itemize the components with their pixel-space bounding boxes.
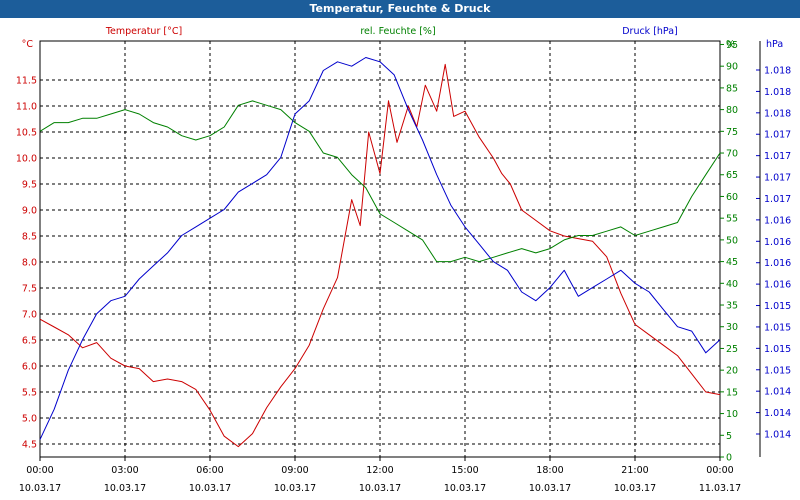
x-tick-date: 10.03.17 <box>444 483 486 494</box>
x-tick-date: 10.03.17 <box>614 483 656 494</box>
pressure-tick-label: 1.015 <box>764 301 791 312</box>
humidity-tick-label: 20 <box>726 366 738 377</box>
x-tick-date: 10.03.17 <box>19 483 61 494</box>
pressure-axis-unit: hPa <box>766 39 783 50</box>
humidity-tick-label: 55 <box>726 214 738 225</box>
series-lines <box>39 57 721 448</box>
left-tick-label: 11.0 <box>16 102 37 113</box>
x-axis-ticks: 00:00 10.03.17 03:00 10.03.17 06:00 10.03.17 0… <box>19 457 741 494</box>
pressure-tick-label: 1.018 <box>764 108 791 119</box>
left-tick-label: 5.5 <box>22 388 37 399</box>
legend-temperature: Temperatur [°C] <box>105 26 182 37</box>
humidity-tick-label: 35 <box>726 301 738 312</box>
legend-humidity: rel. Feuchte [%] <box>360 26 435 37</box>
x-tick-date: 11.03.17 <box>699 483 741 494</box>
humidity-tick-label: 70 <box>726 149 738 160</box>
humidity-tick-label: 80 <box>726 105 738 116</box>
humidity-tick-label: 25 <box>726 344 738 355</box>
left-tick-label: 8.0 <box>22 258 37 269</box>
left-tick-label: 6.0 <box>22 362 37 373</box>
x-tick-time: 15:00 <box>451 465 478 476</box>
chart-area: 4.5 5.0 5.5 6.0 6.5 7.0 7.5 8.0 8.5 9.0 9.5 10.0 10.… <box>16 26 791 494</box>
humidity-tick-label: 10 <box>726 409 738 420</box>
x-tick-date: 10.03.17 <box>104 483 146 494</box>
left-tick-label: 8.5 <box>22 232 37 243</box>
left-tick-label: 9.5 <box>22 180 37 191</box>
legend-pressure: Druck [hPa] <box>622 26 678 37</box>
pressure-tick-label: 1.016 <box>764 237 791 248</box>
left-tick-label: 6.5 <box>22 336 37 347</box>
humidity-line <box>39 100 721 263</box>
left-tick-label: 10.0 <box>16 154 37 165</box>
humidity-tick-label: 60 <box>726 192 738 203</box>
humidity-axis-unit: % <box>726 39 735 50</box>
pressure-tick-label: 1.017 <box>764 173 791 184</box>
humidity-tick-label: 45 <box>726 257 738 268</box>
left-tick-label: 9.0 <box>22 206 37 217</box>
left-tick-label: 11.5 <box>16 76 37 87</box>
pressure-tick-label: 1.018 <box>764 66 791 77</box>
pressure-tick-label: 1.017 <box>764 194 791 205</box>
pressure-line <box>39 57 721 440</box>
plot-frame <box>39 40 721 458</box>
x-tick-time: 09:00 <box>281 465 308 476</box>
humidity-tick-label: 50 <box>726 235 738 246</box>
pressure-tick-label: 1.015 <box>764 322 791 333</box>
humidity-tick-label: 15 <box>726 387 738 398</box>
x-tick-time: 21:00 <box>621 465 648 476</box>
humidity-tick-label: 40 <box>726 279 738 290</box>
pressure-tick-label: 1.014 <box>764 430 791 441</box>
humidity-tick-label: 5 <box>726 431 732 442</box>
chart-title: Temperatur, Feuchte & Druck <box>0 0 800 18</box>
humidity-tick-label: 85 <box>726 83 738 94</box>
grid <box>40 41 720 457</box>
pressure-tick-label: 1.014 <box>764 408 791 419</box>
humidity-tick-label: 30 <box>726 322 738 333</box>
pressure-tick-label: 1.014 <box>764 387 791 398</box>
left-axis-unit: °C <box>22 39 34 50</box>
x-tick-date: 10.03.17 <box>189 483 231 494</box>
pressure-tick-label: 1.018 <box>764 87 791 98</box>
pressure-tick-label: 1.017 <box>764 151 791 162</box>
pressure-tick-label: 1.015 <box>764 344 791 355</box>
left-tick-label: 7.0 <box>22 310 37 321</box>
left-axis-ticks: 4.5 5.0 5.5 6.0 6.5 7.0 7.5 8.0 8.5 9.0 9.5 10.0 10.… <box>16 76 37 451</box>
humidity-axis-ticks: 0 5 10 15 20 25 30 35 40 45 50 55 60 65 70 75 80 85 90 95 <box>720 40 738 464</box>
pressure-tick-label: 1.016 <box>764 258 791 269</box>
x-tick-date: 10.03.17 <box>529 483 571 494</box>
humidity-tick-label: 90 <box>726 62 738 73</box>
pressure-tick-label: 1.016 <box>764 280 791 291</box>
pressure-axis-ticks: 1.014 1.014 1.014 1.015 1.015 1.015 1.015 1.016… <box>756 66 791 441</box>
x-tick-time: 03:00 <box>111 465 138 476</box>
humidity-tick-label: 75 <box>726 127 738 138</box>
x-tick-time: 12:00 <box>366 465 393 476</box>
x-tick-time: 06:00 <box>196 465 223 476</box>
humidity-tick-label: 0 <box>726 453 732 464</box>
pressure-tick-label: 1.015 <box>764 365 791 376</box>
left-tick-label: 5.0 <box>22 414 37 425</box>
pressure-tick-label: 1.016 <box>764 215 791 226</box>
x-tick-time: 00:00 <box>26 465 53 476</box>
humidity-tick-label: 65 <box>726 170 738 181</box>
x-tick-date: 10.03.17 <box>359 483 401 494</box>
pressure-tick-label: 1.017 <box>764 130 791 141</box>
left-tick-label: 7.5 <box>22 284 37 295</box>
left-tick-label: 4.5 <box>22 440 37 451</box>
humidity-tick-label: 95 <box>726 40 738 51</box>
left-tick-label: 10.5 <box>16 128 37 139</box>
x-tick-date: 10.03.17 <box>274 483 316 494</box>
x-tick-time: 00:00 <box>706 465 733 476</box>
x-tick-time: 18:00 <box>536 465 563 476</box>
temperature-line <box>39 63 721 448</box>
